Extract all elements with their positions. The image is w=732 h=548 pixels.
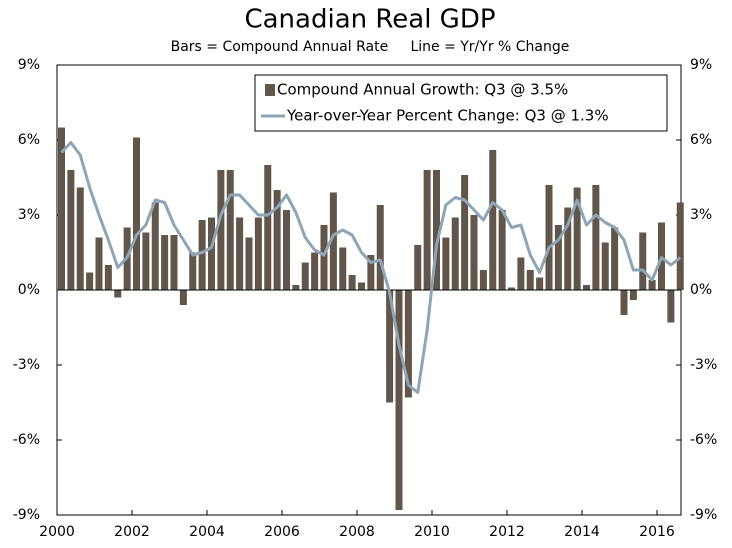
- bar: [423, 170, 431, 290]
- bar: [517, 257, 525, 290]
- y-tick-label: -3%: [13, 357, 40, 373]
- y-tick-label: 9%: [18, 57, 40, 73]
- y-tick-label: 3%: [18, 207, 40, 223]
- x-tick-label: 2012: [489, 524, 525, 540]
- line: [60, 141, 682, 394]
- legend-label: Year-over-Year Percent Change: Q3 @ 1.3%: [286, 107, 609, 125]
- bar: [67, 170, 75, 290]
- bar: [629, 290, 637, 300]
- bar: [348, 275, 356, 290]
- bar: [442, 237, 450, 290]
- bar: [554, 225, 562, 290]
- bar: [639, 232, 647, 290]
- bar: [236, 217, 244, 290]
- bar: [545, 185, 553, 290]
- bar: [564, 207, 572, 290]
- bar: [329, 192, 337, 290]
- bar: [245, 237, 253, 290]
- bar: [479, 270, 487, 290]
- bar: [58, 127, 65, 290]
- bar: [86, 272, 94, 290]
- bar: [414, 245, 422, 290]
- bar: [376, 205, 384, 290]
- bar: [601, 242, 609, 290]
- bar: [339, 247, 347, 290]
- x-tick-label: 2000: [39, 524, 75, 540]
- bar: [208, 217, 215, 290]
- x-tick-label: 2002: [114, 524, 150, 540]
- bar: [592, 185, 600, 290]
- bar: [498, 210, 506, 290]
- bar: [95, 237, 103, 290]
- bar: [526, 270, 534, 290]
- x-tick-label: 2010: [414, 524, 450, 540]
- y2-tick-label: 3%: [690, 207, 712, 223]
- bar: [583, 285, 590, 290]
- x-tick-label: 2014: [564, 524, 600, 540]
- bar: [667, 290, 675, 323]
- bar: [283, 210, 290, 290]
- chart-title: Canadian Real GDP: [244, 5, 495, 35]
- y2-tick-label: -9%: [690, 507, 717, 523]
- bar: [226, 170, 234, 290]
- bar: [676, 202, 684, 290]
- y2-tick-label: 0%: [690, 282, 712, 298]
- bar: [151, 202, 159, 290]
- bar: [433, 170, 440, 290]
- bar: [620, 290, 628, 315]
- y-tick-label: 6%: [18, 132, 40, 148]
- x-tick-label: 2008: [339, 524, 375, 540]
- bar: [161, 235, 169, 290]
- bar: [142, 232, 150, 290]
- y2-tick-label: 9%: [690, 57, 712, 73]
- y2-tick-label: 6%: [690, 132, 712, 148]
- y-tick-label: -6%: [13, 432, 40, 448]
- x-tick-label: 2016: [639, 524, 675, 540]
- bar: [367, 255, 375, 290]
- x-tick-label: 2004: [189, 524, 225, 540]
- legend-box: [254, 74, 668, 132]
- legend-label: Compound Annual Growth: Q3 @ 3.5%: [277, 81, 568, 99]
- bar: [292, 285, 300, 290]
- y-tick-label: -9%: [13, 507, 40, 523]
- bar: [395, 290, 403, 510]
- x-tick-label: 2006: [264, 524, 300, 540]
- bar: [573, 187, 581, 290]
- bar: [264, 165, 272, 290]
- bar: [648, 280, 656, 290]
- bar: [273, 190, 281, 290]
- bar: [461, 175, 469, 290]
- bar: [536, 277, 544, 290]
- bar: [104, 265, 112, 290]
- bar: [470, 215, 478, 290]
- bar: [301, 262, 309, 290]
- y2-tick-label: -3%: [690, 357, 717, 373]
- legend-swatch: [265, 84, 275, 96]
- bar: [611, 227, 619, 290]
- bar: [311, 252, 319, 290]
- bar: [489, 150, 497, 290]
- bar: [170, 235, 178, 290]
- bar: [358, 282, 365, 290]
- bar: [133, 137, 140, 290]
- y2-tick-label: -6%: [690, 432, 717, 448]
- bar: [198, 220, 206, 290]
- bar: [254, 217, 262, 290]
- bar: [189, 252, 197, 290]
- bar: [404, 290, 412, 398]
- bar: [179, 290, 187, 305]
- bar: [508, 287, 515, 290]
- bar: [76, 187, 84, 290]
- chart-subtitle: Bars = Compound Annual Rate Line = Yr/Yr…: [171, 39, 570, 55]
- bar: [114, 290, 122, 298]
- bar: [451, 217, 459, 290]
- bar: [217, 170, 225, 290]
- y-tick-label: 0%: [18, 282, 40, 298]
- bar: [320, 225, 328, 290]
- bar: [386, 290, 394, 403]
